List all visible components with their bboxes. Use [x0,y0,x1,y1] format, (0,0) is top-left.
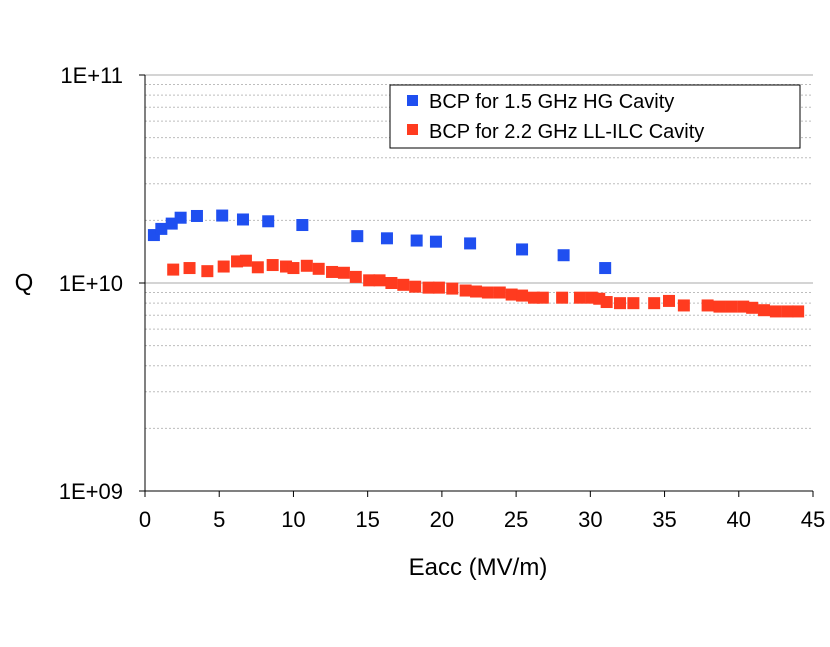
data-point [239,254,252,267]
data-point [351,230,364,243]
legend-swatch-ll-ilc [407,124,418,135]
data-point [385,277,398,289]
x-tick-label: 30 [578,507,602,532]
legend: BCP for 1.5 GHz HG Cavity BCP for 2.2 GH… [389,84,801,149]
data-point [296,219,309,232]
x-tick-label: 20 [430,507,454,532]
legend-label-hg: BCP for 1.5 GHz HG Cavity [429,91,674,113]
data-point [769,305,782,318]
data-point [155,222,168,235]
legend-label-ll-ilc: BCP for 2.2 GHz LL-ILC Cavity [429,121,704,143]
data-point [648,297,661,310]
x-tick-label: 10 [281,507,305,532]
data-point [536,291,549,304]
data-point [231,255,244,268]
series-1 [167,254,805,318]
data-point [312,262,325,275]
data-point [556,291,569,304]
legend-box [389,84,801,149]
data-point [167,263,180,276]
data-point [516,243,529,256]
data-point [573,291,586,304]
data-point [781,305,794,318]
x-tick-label: 40 [727,507,751,532]
x-tick-label: 15 [355,507,379,532]
data-point [516,289,529,302]
points-layer [147,209,805,318]
data-point [614,297,627,310]
y-tick-label: 1E+10 [59,271,123,296]
data-point [422,281,435,294]
data-point [464,237,477,250]
data-point [792,305,805,318]
data-point [725,300,738,313]
data-point [217,260,230,273]
data-point [429,235,442,248]
data-point [300,259,313,272]
data-point [758,304,771,317]
x-tick-label: 35 [652,507,676,532]
data-point [410,234,423,247]
data-point [349,270,362,283]
data-point [397,278,410,291]
data-point [409,280,422,293]
data-point [183,262,196,275]
data-point [446,282,459,295]
data-point [470,285,483,298]
data-point [713,300,726,313]
data-point [373,274,386,287]
data-point [326,265,339,278]
data-point [236,213,249,226]
y-axis-label: Q [15,269,34,296]
data-point [663,294,676,307]
data-point [599,262,612,275]
data-point [287,262,300,275]
data-point [266,259,279,272]
series-0 [147,209,612,275]
data-point [432,281,445,294]
data-point [746,301,759,314]
x-tick-label: 25 [504,507,528,532]
data-point [190,209,203,222]
y-tick-label: 1E+11 [60,63,123,88]
data-point [216,209,229,222]
data-point [459,284,472,297]
x-tick-label: 45 [801,507,825,532]
data-point [262,215,275,228]
data-point [627,297,640,310]
data-point [493,286,506,299]
x-tick-label: 5 [213,507,225,532]
data-point [557,249,570,262]
data-point [174,211,187,224]
data-point [481,286,494,299]
legend-swatch-hg [407,95,418,106]
x-axis-label: Eacc (MV/m) [409,554,548,581]
axes-layer: 0 5 10 15 20 25 30 35 40 45 1E+09 1E+10 1E+11 [59,63,825,532]
data-point [677,299,690,312]
data-point [363,274,376,287]
data-point [505,288,518,301]
data-point [337,266,350,279]
data-point [201,265,214,278]
data-point [600,296,613,309]
y-tick-label: 1E+09 [59,479,123,504]
data-point [251,261,264,274]
x-tick-label: 0 [139,507,151,532]
data-point [701,299,714,312]
data-point [380,232,393,245]
